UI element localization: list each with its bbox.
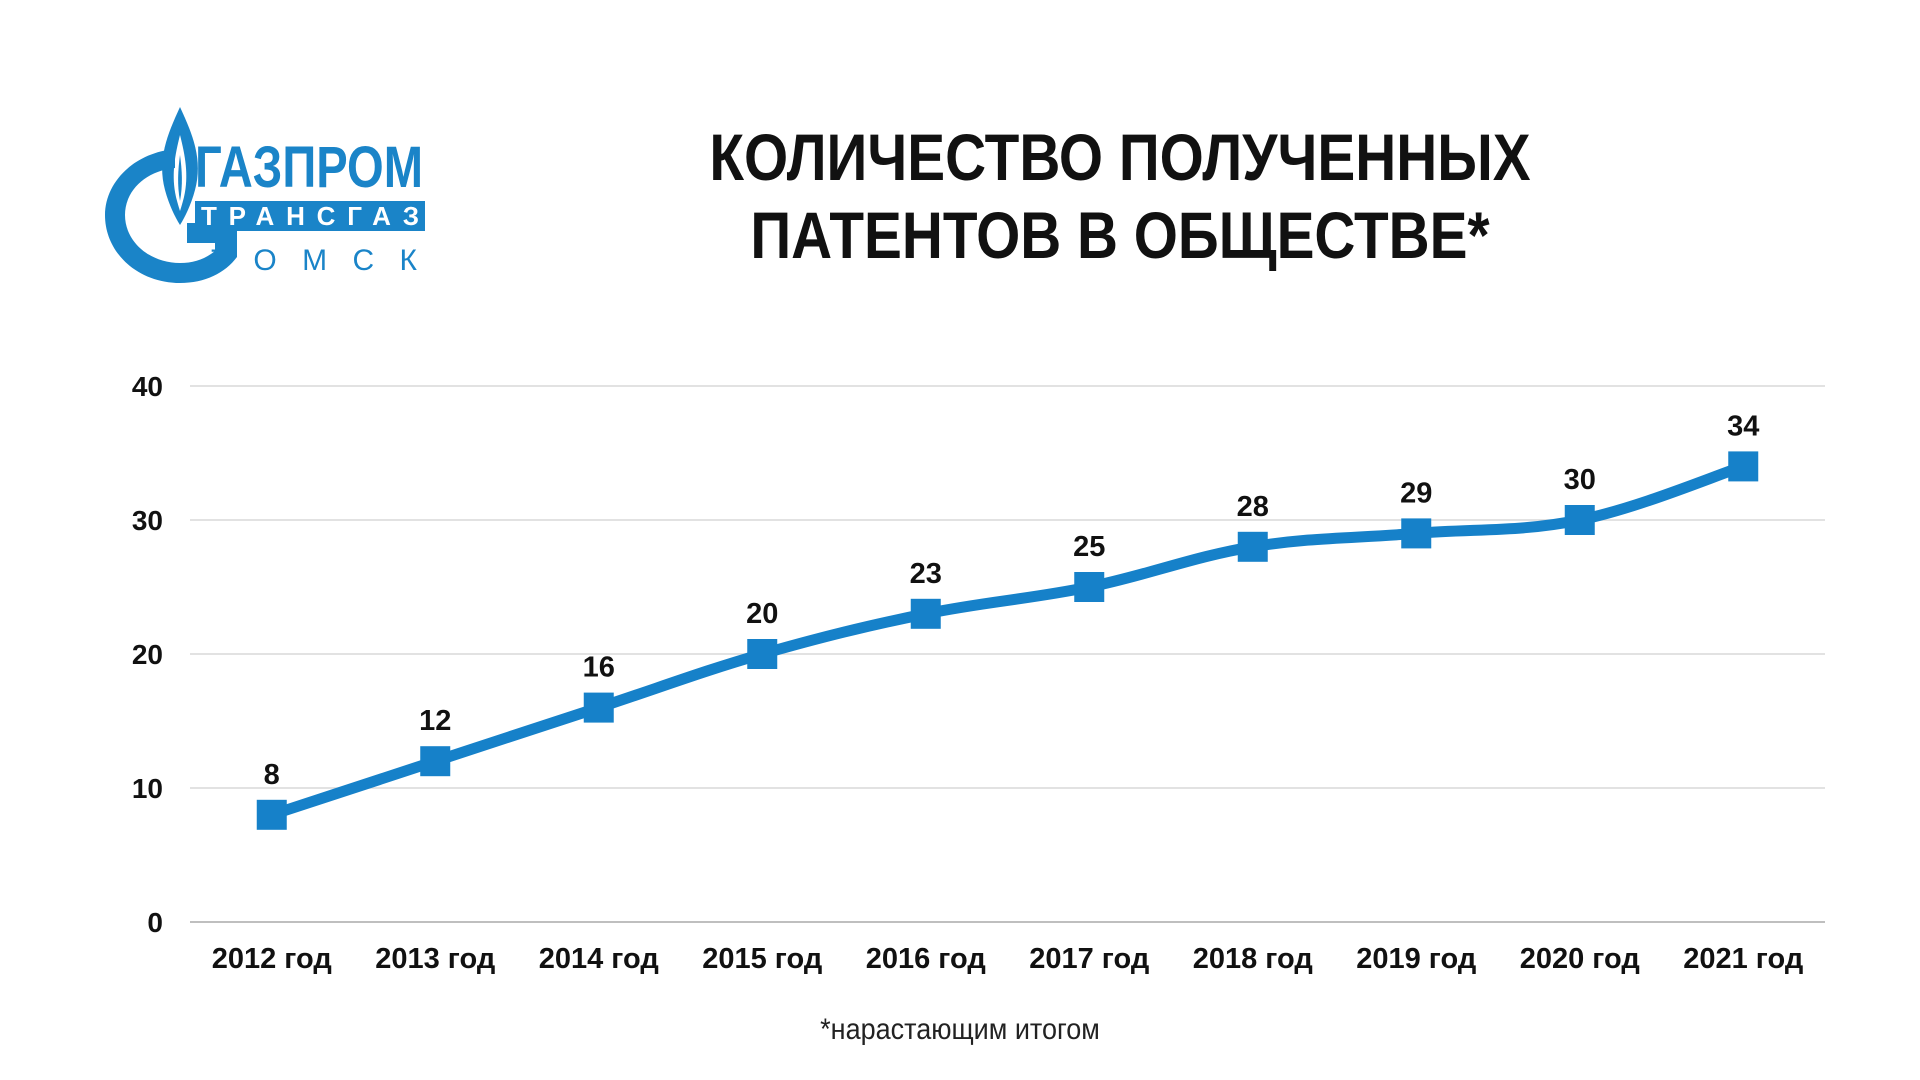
series-line	[266, 460, 1749, 821]
data-label: 8	[264, 759, 280, 791]
data-point-marker	[1074, 572, 1105, 602]
g-ring-icon	[105, 149, 237, 283]
x-axis-labels: 2012 год 2013 год 2014 год 2015 год 2016 год…	[212, 943, 1804, 975]
y-axis-ticks: 0 10 20 30 40	[132, 371, 163, 938]
data-label: 29	[1400, 477, 1432, 509]
data-label: 23	[910, 558, 942, 590]
x-tick-label: 2017 год	[1029, 943, 1149, 975]
data-label: 28	[1237, 491, 1269, 523]
chart-title: КОЛИЧЕСТВО ПОЛУЧЕННЫХ ПАТЕНТОВ В ОБЩЕСТВ…	[709, 120, 1531, 272]
logo-text-line1: ГАЗПРОМ	[195, 135, 423, 200]
x-tick-label: 2014 год	[539, 943, 659, 975]
data-point-marker	[583, 692, 614, 723]
y-tick-label: 20	[132, 639, 163, 670]
gazprom-transgaz-tomsk-logo: ГАЗПРОМ ТРАНСГАЗ ТОМСК	[105, 107, 425, 283]
data-point-marker	[1237, 531, 1268, 562]
y-tick-label: 30	[132, 505, 163, 536]
y-tick-label: 10	[132, 773, 163, 804]
y-tick-label: 40	[132, 371, 163, 402]
x-tick-label: 2015 год	[702, 943, 822, 975]
data-label: 12	[419, 705, 451, 737]
data-point-marker	[1564, 505, 1595, 535]
x-tick-label: 2021 год	[1683, 943, 1803, 975]
data-labels: 8 12 16 20 23 25 28 29 30 34	[264, 410, 1760, 790]
x-tick-label: 2012 год	[212, 943, 332, 975]
data-point-marker	[256, 799, 287, 830]
x-tick-label: 2018 год	[1193, 943, 1313, 975]
footnote: *нарастающим итогом	[820, 1013, 1100, 1046]
x-tick-label: 2016 год	[866, 943, 986, 975]
data-label: 34	[1727, 410, 1759, 442]
x-tick-label: 2019 год	[1356, 943, 1476, 975]
series-markers	[256, 451, 1759, 830]
data-point-marker	[420, 746, 451, 777]
data-label: 16	[583, 652, 615, 684]
x-tick-label: 2020 год	[1520, 943, 1640, 975]
data-label: 30	[1564, 464, 1596, 496]
data-point-marker	[1728, 451, 1759, 482]
data-label: 25	[1073, 531, 1105, 563]
data-point-marker	[1401, 518, 1432, 549]
y-tick-label: 0	[147, 907, 163, 938]
data-label: 20	[746, 598, 778, 630]
x-tick-label: 2013 год	[375, 943, 495, 975]
data-point-marker	[910, 598, 941, 629]
data-point-marker	[747, 639, 778, 669]
